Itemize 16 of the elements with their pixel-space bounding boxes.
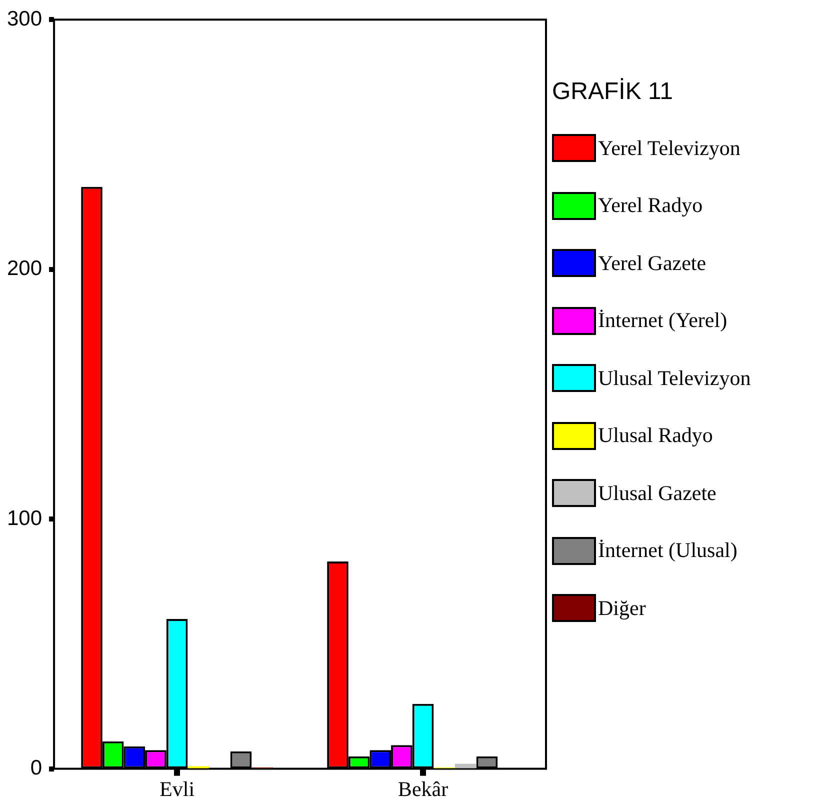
legend-label: Ulusal Televizyon <box>598 366 751 390</box>
y-tick-label: 200 <box>6 257 42 280</box>
legend-label: İnternet (Ulusal) <box>598 538 738 563</box>
legend-label: Yerel Gazete <box>598 250 706 276</box>
x-tick-label: Bekâr <box>398 776 448 801</box>
legend-label: Diğer <box>598 596 646 620</box>
y-tick-label: 100 <box>6 506 42 530</box>
legend-label: İnternet (Yerel) <box>598 308 728 333</box>
y-tick-label: 0 <box>30 756 42 780</box>
legend-label: Ulusal Radyo <box>598 423 713 448</box>
x-tick-label: Evli <box>160 776 195 801</box>
legend-label: Yerel Televizyon <box>598 136 740 160</box>
legend-label: Yerel Radyo <box>598 193 703 218</box>
legend-title: GRAFİK 11 <box>552 78 674 106</box>
y-tick-label: 300 <box>6 7 42 30</box>
legend-label: Ulusal Gazete <box>598 480 716 506</box>
